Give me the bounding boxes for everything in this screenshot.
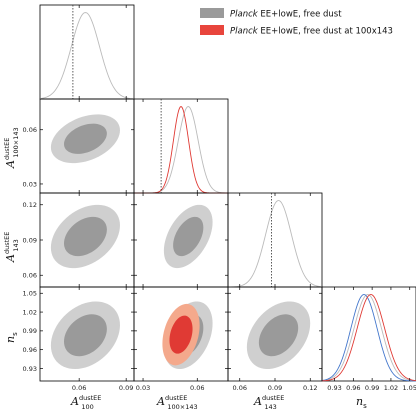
y-tick-label-A143: 0.12 xyxy=(23,201,37,209)
legend-swatch-red xyxy=(200,25,224,35)
x-tick-label-ns: 0.93 xyxy=(327,384,341,392)
y-tick-label-ns: 0.99 xyxy=(23,327,37,335)
marginal-frame-A100x143 xyxy=(133,98,229,194)
contour-panel-A100-A143 xyxy=(39,192,135,288)
xlabel-A100-base: A xyxy=(70,395,79,408)
ylabel-A143: AdustEE143 xyxy=(3,232,20,263)
x-tick-label-A100x143: 0.03 xyxy=(136,384,150,392)
contour-layer-A100-A143 xyxy=(50,204,120,269)
legend: Planck EE+lowE, free dust Planck EE+lowE… xyxy=(200,8,393,37)
xlabel-A100x143-sup: dustEE xyxy=(165,394,187,402)
marginal-frame-A143 xyxy=(227,192,323,288)
y-tick-label-A143: 0.06 xyxy=(23,272,37,280)
ylabel-A100x143: AdustEE100×143 xyxy=(3,127,20,169)
contour-panel-A100-ns xyxy=(39,286,135,382)
marginal-curve-A100x143-0 xyxy=(134,106,229,194)
legend-swatch-grey xyxy=(200,8,224,18)
ylabel-ns: ns xyxy=(4,332,19,343)
x-tick-label-A100x143: 0.06 xyxy=(190,384,204,392)
marginal-frame-A100 xyxy=(39,4,135,100)
contour-inner-0 xyxy=(64,123,107,154)
x-tick-label-ns: 0.96 xyxy=(346,384,360,392)
ticks: 0.06 0.09 0.03 0.06 0.06 0.09 0.12 0.93 0.96 0.99… xyxy=(23,5,416,392)
contour-inner-0 xyxy=(173,216,204,257)
contour-layer-A100x143-A143 xyxy=(163,204,213,269)
x-tick-label-A143: 0.09 xyxy=(268,384,282,392)
marginal-curve-A143-0 xyxy=(227,200,323,288)
y-tick-label-ns: 0.93 xyxy=(23,365,37,373)
legend-entry-1-rest: EE+lowE, free dust xyxy=(258,10,343,20)
y-tick-label-A143: 0.09 xyxy=(23,236,37,244)
contour-layer-A100-A100x143 xyxy=(50,114,120,164)
xlabel-A100x143: AdustEE 100×143 xyxy=(156,394,198,411)
ylabel-A100x143-base: A xyxy=(4,160,17,169)
legend-entry-1-italic: Planck xyxy=(230,10,259,20)
xlabel-A143-sup: dustEE xyxy=(262,394,284,402)
legend-entry-2: Planck EE+lowE, free dust at 100x143 xyxy=(230,27,393,37)
y-tick-label-ns: 0.96 xyxy=(23,346,37,354)
panels-layer: 0.06 0.09 0.03 0.06 0.06 0.09 0.12 0.93 0.96 0.99… xyxy=(23,4,416,392)
contour-inner-0 xyxy=(258,314,299,357)
x-tick-label-A100: 0.09 xyxy=(119,384,133,392)
ylabel-A143-sub: 143 xyxy=(12,239,20,251)
x-tick-label-ns: 1.05 xyxy=(402,384,416,392)
x-tick-label-A143: 0.12 xyxy=(303,384,317,392)
contour-inner-0 xyxy=(64,216,107,257)
xlabel-A143-sub: 143 xyxy=(264,403,276,411)
marginal-curve-A100-0 xyxy=(39,12,135,100)
marginal-panel-A100x143 xyxy=(133,98,229,194)
ylabel-ns-base: n xyxy=(4,336,17,343)
x-tick-label-A143: 0.06 xyxy=(233,384,247,392)
legend-entry-2-rest: EE+lowE, free dust at 100x143 xyxy=(258,27,393,37)
marginal-curve-ns-2 xyxy=(321,294,416,382)
y-tick-label-A100x143: 0.03 xyxy=(23,180,37,188)
x-tick-label-A100: 0.06 xyxy=(72,384,86,392)
xlabel-A100x143-base: A xyxy=(156,395,165,408)
xlabel-ns-sub: s xyxy=(363,402,367,410)
marginal-panel-ns xyxy=(321,286,416,382)
marginal-panel-A143 xyxy=(227,192,323,288)
contour-layer-A100-ns xyxy=(50,301,120,370)
legend-entry-2-italic: Planck xyxy=(230,27,259,37)
xlabel-ns: ns xyxy=(356,395,367,410)
xlabel-A100: AdustEE 100 xyxy=(70,394,101,411)
ylabel-ns-sub: s xyxy=(11,332,19,336)
xlabel-A143: AdustEE 143 xyxy=(253,394,284,411)
legend-entry-1: Planck EE+lowE, free dust xyxy=(230,10,342,20)
ylabel-A100x143-sub: 100×143 xyxy=(12,127,20,157)
ylabel-A100x143-sup: dustEE xyxy=(3,138,11,160)
contour-panel-A143-ns xyxy=(227,286,323,382)
contour-layer-A143-ns xyxy=(246,301,311,370)
xlabel-A143-base: A xyxy=(253,395,262,408)
y-tick-label-ns: 1.02 xyxy=(23,308,37,316)
marginal-curve-A100x143-1 xyxy=(134,105,228,194)
contour-panel-A100-A100x143 xyxy=(39,98,135,194)
xlabel-ns-base: n xyxy=(356,395,363,408)
marginal-curve-ns-1 xyxy=(321,294,416,382)
ylabel-A143-base: A xyxy=(4,254,17,263)
xlabel-A100x143-sub: 100×143 xyxy=(167,403,197,411)
contour-inner-0 xyxy=(64,314,107,357)
x-tick-label-ns: 0.99 xyxy=(365,384,379,392)
contour-layer-A100x143-ns xyxy=(162,301,213,370)
contour-inner-1 xyxy=(169,315,193,354)
contour-panel-A100x143-A143 xyxy=(133,192,229,288)
marginal-panel-A100 xyxy=(39,4,135,100)
xlabel-A100-sup: dustEE xyxy=(79,394,101,402)
marginal-curve-ns-0 xyxy=(321,294,416,382)
y-tick-label-ns: 1.05 xyxy=(23,290,37,298)
xlabel-A100-sub: 100 xyxy=(81,403,93,411)
x-tick-label-ns: 1.02 xyxy=(384,384,398,392)
y-tick-label-A100x143: 0.06 xyxy=(23,126,37,134)
contour-panel-A100x143-ns xyxy=(133,286,229,382)
ylabel-A143-sup: dustEE xyxy=(3,232,11,254)
